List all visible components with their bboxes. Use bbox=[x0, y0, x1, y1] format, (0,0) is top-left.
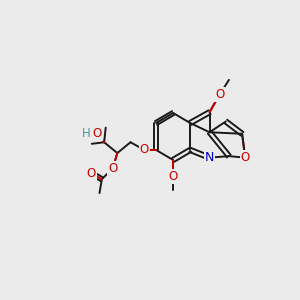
Text: O: O bbox=[140, 143, 149, 157]
Text: O: O bbox=[108, 162, 117, 175]
Text: O: O bbox=[169, 169, 178, 183]
Text: N: N bbox=[205, 151, 214, 164]
Text: O: O bbox=[241, 151, 250, 164]
Text: O: O bbox=[93, 127, 102, 140]
Text: H: H bbox=[82, 127, 91, 140]
Text: O: O bbox=[215, 88, 224, 101]
Text: O: O bbox=[86, 167, 96, 180]
